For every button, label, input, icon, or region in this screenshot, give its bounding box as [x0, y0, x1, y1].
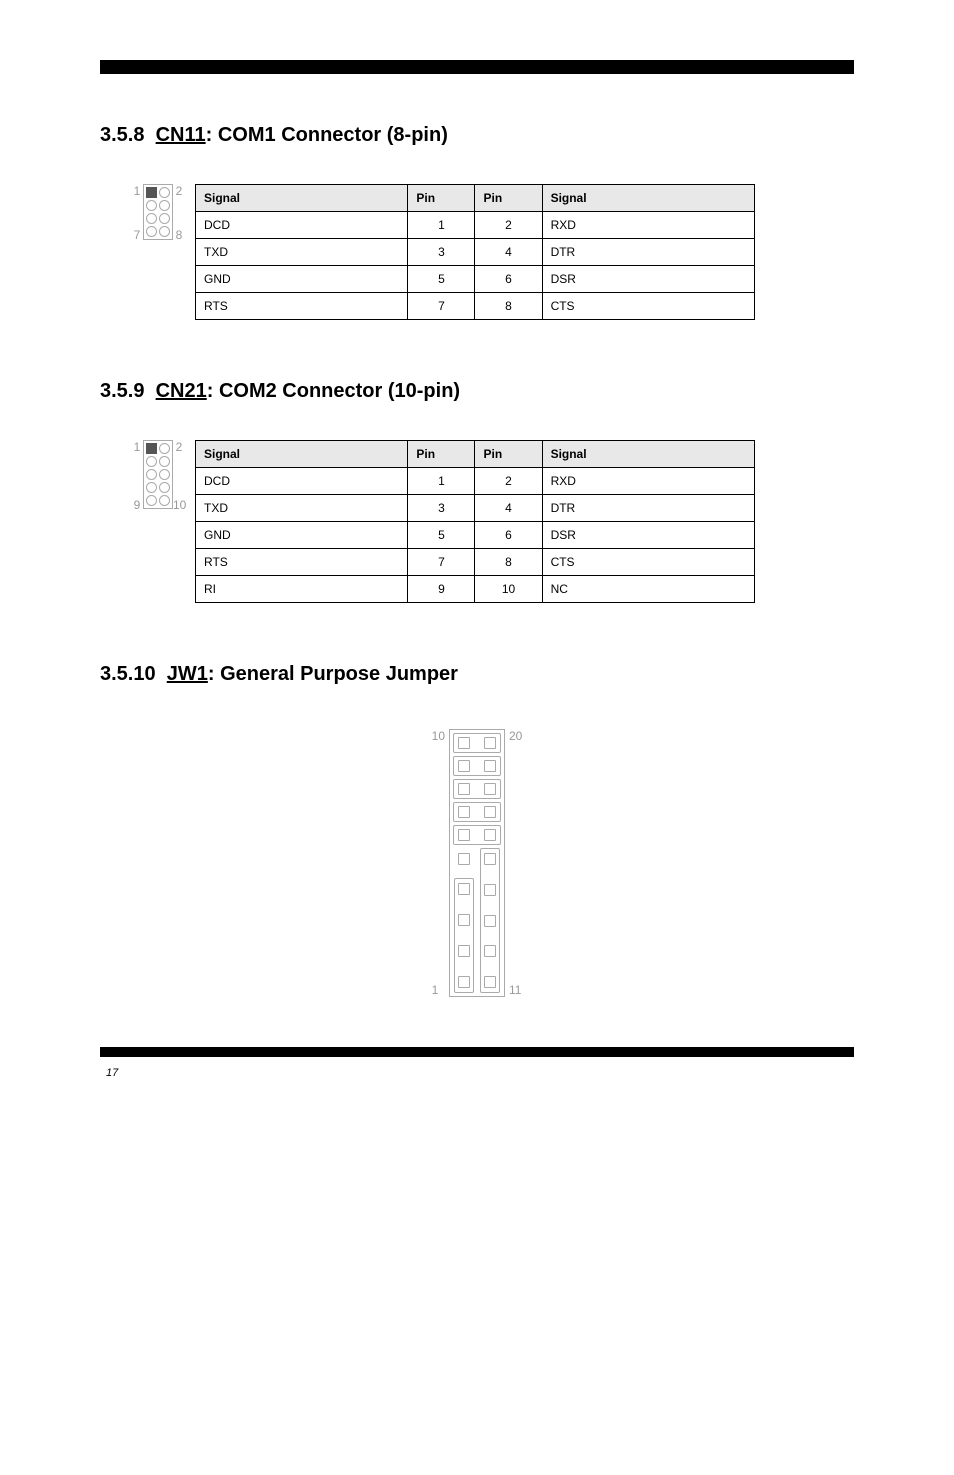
- section-number: 3.5.9 CN21: COM2 Connector (10-pin): [100, 380, 854, 403]
- jumper-v-left-icon: [454, 878, 474, 993]
- jumper-v-right-icon: [480, 848, 500, 993]
- jumper-diagram-jw1: 10 1: [100, 729, 854, 997]
- section-com1: 3.5.8 CN11: COM1 Connector (8-pin) 1 7: [100, 124, 854, 320]
- pin-table-com1: Signal Pin Pin Signal DCD12RXDTXD34DTRGN…: [195, 184, 755, 320]
- table-row: RTS78CTS: [196, 549, 755, 576]
- label-pin11: 11: [509, 983, 522, 997]
- jumper-h-icon: [453, 733, 501, 753]
- table-row: RTS78CTS: [196, 293, 755, 320]
- table-row: GND56DSR: [196, 266, 755, 293]
- pin-1-icon: [146, 187, 157, 198]
- section-com2: 3.5.9 CN21: COM2 Connector (10-pin) 1 9: [100, 380, 854, 603]
- page-number: 17: [100, 1067, 854, 1093]
- section-number: 3.5.10 JW1: General Purpose Jumper: [100, 663, 854, 686]
- table-row: DCD12RXD: [196, 212, 755, 239]
- label-pin1: 1: [432, 983, 445, 997]
- table-row: DCD12RXD: [196, 468, 755, 495]
- section-spacer: [100, 153, 854, 168]
- connector-diagram-com1: 1 7 2 8: [100, 184, 185, 242]
- section-number: 3.5.8 CN11: COM1 Connector (8-pin): [100, 124, 854, 147]
- jumper-pin-icon: [458, 853, 470, 865]
- top-rule: [100, 60, 854, 74]
- pin-icon: [159, 187, 170, 198]
- table-row: TXD34DTR: [196, 239, 755, 266]
- label-pin20: 20: [509, 729, 522, 743]
- bottom-rule: [100, 1047, 854, 1057]
- conn-box: [143, 184, 173, 240]
- table-row: RI910NC: [196, 576, 755, 603]
- label-pin10: 10: [432, 729, 445, 743]
- table-row: TXD34DTR: [196, 495, 755, 522]
- jumper-frame: [449, 729, 505, 997]
- pin-table-com2: Signal Pin Pin Signal DCD12RXDTXD34DTRGN…: [195, 440, 755, 603]
- table-row: GND56DSR: [196, 522, 755, 549]
- section-jw1: 3.5.10 JW1: General Purpose Jumper 10 1: [100, 663, 854, 997]
- connector-diagram-com2: 1 9 2 10: [100, 440, 185, 512]
